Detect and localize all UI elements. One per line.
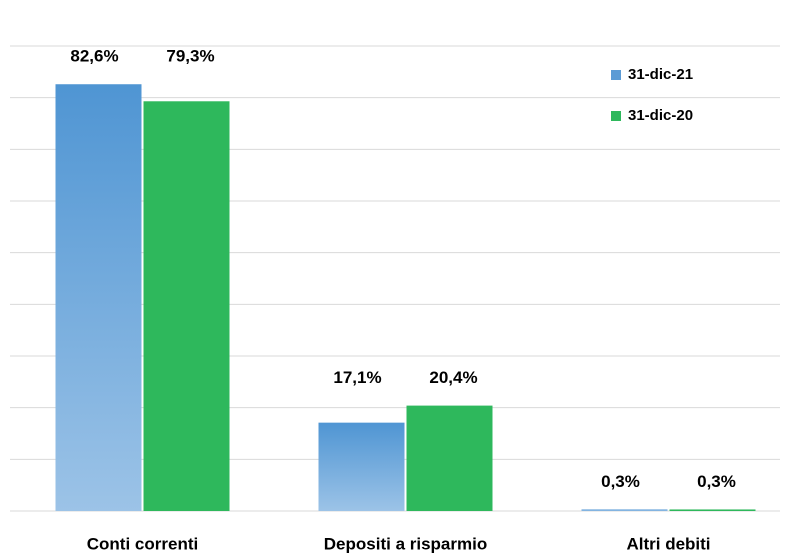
value-label: 0,3% [697,472,736,491]
value-label: 79,3% [166,47,214,66]
bar [406,405,493,511]
legend-swatch [611,111,621,121]
value-label: 82,6% [70,47,118,66]
x-tick-label: Conti correnti [87,534,198,553]
bar [669,509,756,511]
legend-swatch [611,70,621,80]
bar [55,84,142,511]
x-tick-label: Depositi a risparmio [324,534,487,553]
bar [143,101,230,512]
bar [581,509,668,511]
value-label: 17,1% [333,368,381,387]
value-label: 0,3% [601,472,640,491]
legend-label: 31-dic-20 [628,107,693,124]
bar [318,422,405,511]
value-label: 20,4% [429,368,477,387]
x-tick-label: Altri debiti [626,534,710,553]
legend-label: 31-dic-21 [628,66,693,83]
